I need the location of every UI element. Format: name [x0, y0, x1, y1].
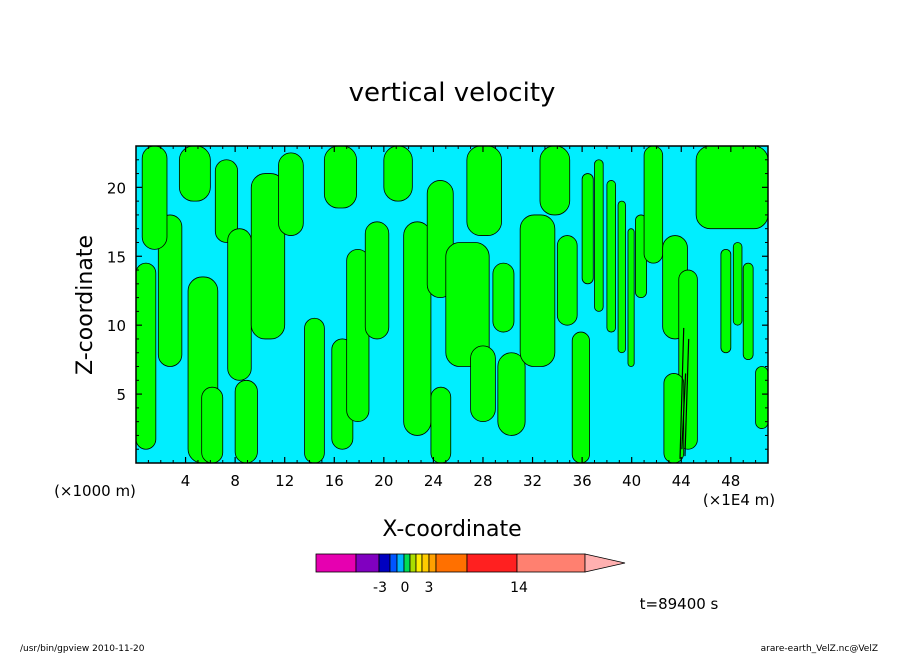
positive-region	[695, 146, 768, 230]
positive-region	[157, 214, 183, 367]
positive-region	[445, 242, 490, 367]
positive-region	[227, 228, 252, 381]
positive-region	[581, 173, 594, 285]
x-axis-label: X-coordinate	[382, 517, 521, 542]
positive-region	[732, 242, 743, 326]
colorbar-segment	[315, 553, 357, 573]
x-tick-label: 44	[672, 472, 691, 490]
colorbar-segment	[409, 553, 417, 573]
contour-line	[681, 373, 687, 450]
x-tick-label: 16	[325, 472, 344, 490]
y-tick-label: 20	[107, 179, 126, 197]
positive-region	[136, 262, 157, 450]
positive-region	[323, 146, 357, 209]
colorbar-label: 14	[510, 580, 528, 596]
positive-region	[430, 386, 452, 463]
x-tick-label: 12	[275, 472, 294, 490]
colorbar	[315, 553, 626, 573]
colorbar-segment	[421, 553, 430, 573]
positive-region	[617, 200, 626, 354]
footer-right: arare-earth_VelZ.nc@VelZ	[761, 644, 878, 654]
positive-region	[201, 386, 224, 463]
positive-region	[556, 235, 578, 326]
y-tick-label: 5	[116, 386, 126, 404]
velocity-field	[136, 146, 768, 463]
positive-region	[278, 152, 304, 236]
y-tick-label: 10	[107, 317, 126, 335]
positive-region	[304, 317, 325, 463]
x-tick-label: 8	[230, 472, 240, 490]
positive-region	[594, 159, 604, 312]
positive-region	[539, 146, 571, 216]
positive-region	[214, 159, 239, 243]
positive-region	[364, 221, 390, 340]
footer-left: /usr/bin/gpview 2010-11-20	[20, 644, 145, 654]
x-tick-label: 40	[622, 472, 641, 490]
x-tick-label: 28	[473, 472, 492, 490]
positive-region	[492, 262, 515, 333]
positive-region	[234, 379, 258, 463]
positive-region	[383, 146, 413, 202]
x-tick-label: 36	[573, 472, 592, 490]
positive-region	[466, 146, 502, 236]
positive-region	[403, 221, 432, 436]
colorbar-label: 0	[401, 580, 410, 596]
contour-line	[684, 338, 690, 457]
x-unit-right: (×1E4 m)	[703, 491, 775, 509]
positive-region	[178, 146, 211, 202]
colorbar-segment	[435, 553, 468, 573]
contour-line	[679, 327, 685, 459]
colorbar-labels: -3 0 3 14	[373, 580, 528, 596]
positive-region	[571, 331, 590, 463]
x-tick-label: 20	[374, 472, 393, 490]
x-unit-left: (×1000 m)	[54, 482, 136, 500]
colorbar-arrow	[584, 553, 626, 573]
x-axis-ticks: 4 8 12 16 20 24 28 32 36 40 44 48	[147, 146, 757, 490]
y-axis-ticks: 5 10 15 20	[107, 159, 768, 450]
plot-frame	[135, 145, 769, 464]
colorbar-segment	[516, 553, 586, 573]
x-tick-label: 24	[424, 472, 443, 490]
positive-region	[627, 228, 635, 367]
colorbar-label: -3	[373, 580, 387, 596]
positive-region	[742, 262, 754, 361]
colorbar-segment	[396, 553, 405, 573]
colorbar-segment	[428, 553, 437, 573]
y-axis-label: Z-coordinate	[73, 235, 98, 375]
colorbar-segment	[403, 553, 411, 573]
positive-region	[606, 180, 616, 333]
x-tick-label: 48	[721, 472, 740, 490]
positive-region	[755, 366, 768, 429]
positive-region	[720, 248, 732, 354]
x-tick-label: 32	[523, 472, 542, 490]
colorbar-segment	[378, 553, 391, 573]
positive-regions	[136, 146, 768, 463]
positive-region	[497, 352, 526, 436]
time-label: t=89400 s	[640, 595, 719, 613]
colorbar-label: 3	[425, 580, 434, 596]
positive-region	[470, 345, 496, 423]
x-tick-label: 4	[181, 472, 191, 490]
colorbar-segment	[355, 553, 380, 573]
colorbar-segment	[415, 553, 423, 573]
chart-title: vertical velocity	[349, 78, 556, 108]
positive-region	[643, 146, 664, 264]
y-tick-label: 15	[107, 248, 126, 266]
positive-region	[141, 146, 168, 250]
colorbar-segment	[389, 553, 398, 573]
positive-region	[250, 173, 286, 340]
colorbar-segment	[466, 553, 518, 573]
positive-region	[519, 214, 556, 367]
